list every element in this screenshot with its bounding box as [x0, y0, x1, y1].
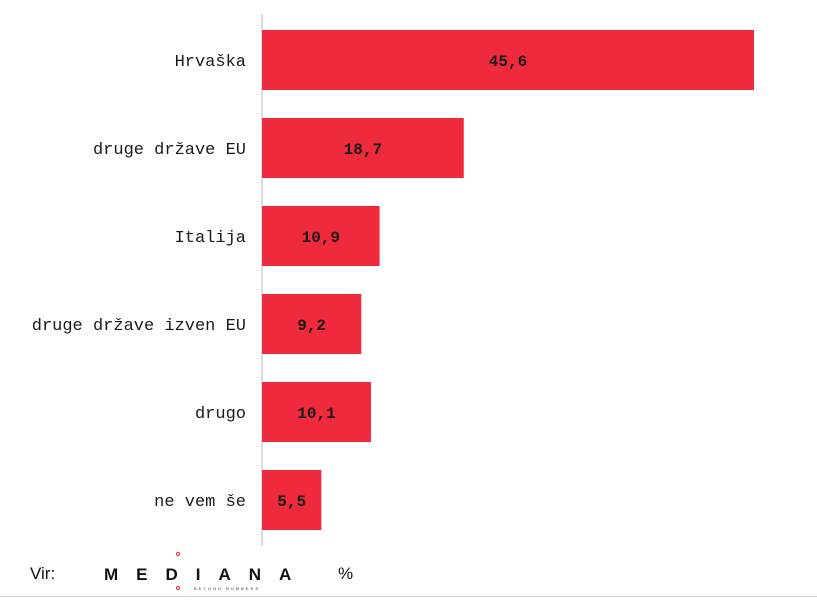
bottom-divider — [0, 596, 817, 597]
bar-3 — [262, 206, 380, 266]
category-label: drugo — [195, 405, 246, 424]
category-label: ne vem še — [154, 493, 246, 512]
category-label: druge države EU — [93, 141, 246, 160]
category-label: Hrvaška — [175, 53, 246, 72]
category-label: druge države izven EU — [32, 317, 246, 336]
value-label: 10,1 — [297, 405, 335, 423]
value-label: 9,2 — [297, 317, 326, 335]
bar-1 — [262, 30, 754, 90]
mediana-logo: MEDIANA BEYOND NUMBERS — [104, 552, 291, 598]
bars-group — [262, 30, 754, 530]
logo-dot-top — [176, 552, 180, 556]
logo-wordmark: MEDIANA — [104, 565, 310, 584]
logo-dot-bottom — [176, 586, 180, 590]
bar-2 — [262, 118, 464, 178]
bar-chart: Hrvaška druge države EU Italija druge držav… — [32, 14, 754, 546]
value-label: 18,7 — [344, 141, 382, 159]
unit-label: % — [338, 564, 354, 583]
value-label: 5,5 — [277, 493, 306, 511]
logo-tagline: BEYOND NUMBERS — [194, 586, 261, 591]
category-label: Italija — [175, 229, 246, 248]
value-label: 10,9 — [302, 229, 340, 247]
value-labels-group: 45,6 18,7 10,9 9,2 10,1 5,5 — [277, 53, 527, 511]
bar-5 — [262, 382, 371, 442]
category-labels-group: Hrvaška druge države EU Italija druge držav… — [32, 53, 246, 512]
footer: Vir: MEDIANA BEYOND NUMBERS % — [0, 548, 817, 600]
source-label: Vir: — [30, 564, 56, 583]
value-label: 45,6 — [489, 53, 527, 71]
bar-4 — [262, 294, 362, 354]
bar-6 — [262, 470, 322, 530]
